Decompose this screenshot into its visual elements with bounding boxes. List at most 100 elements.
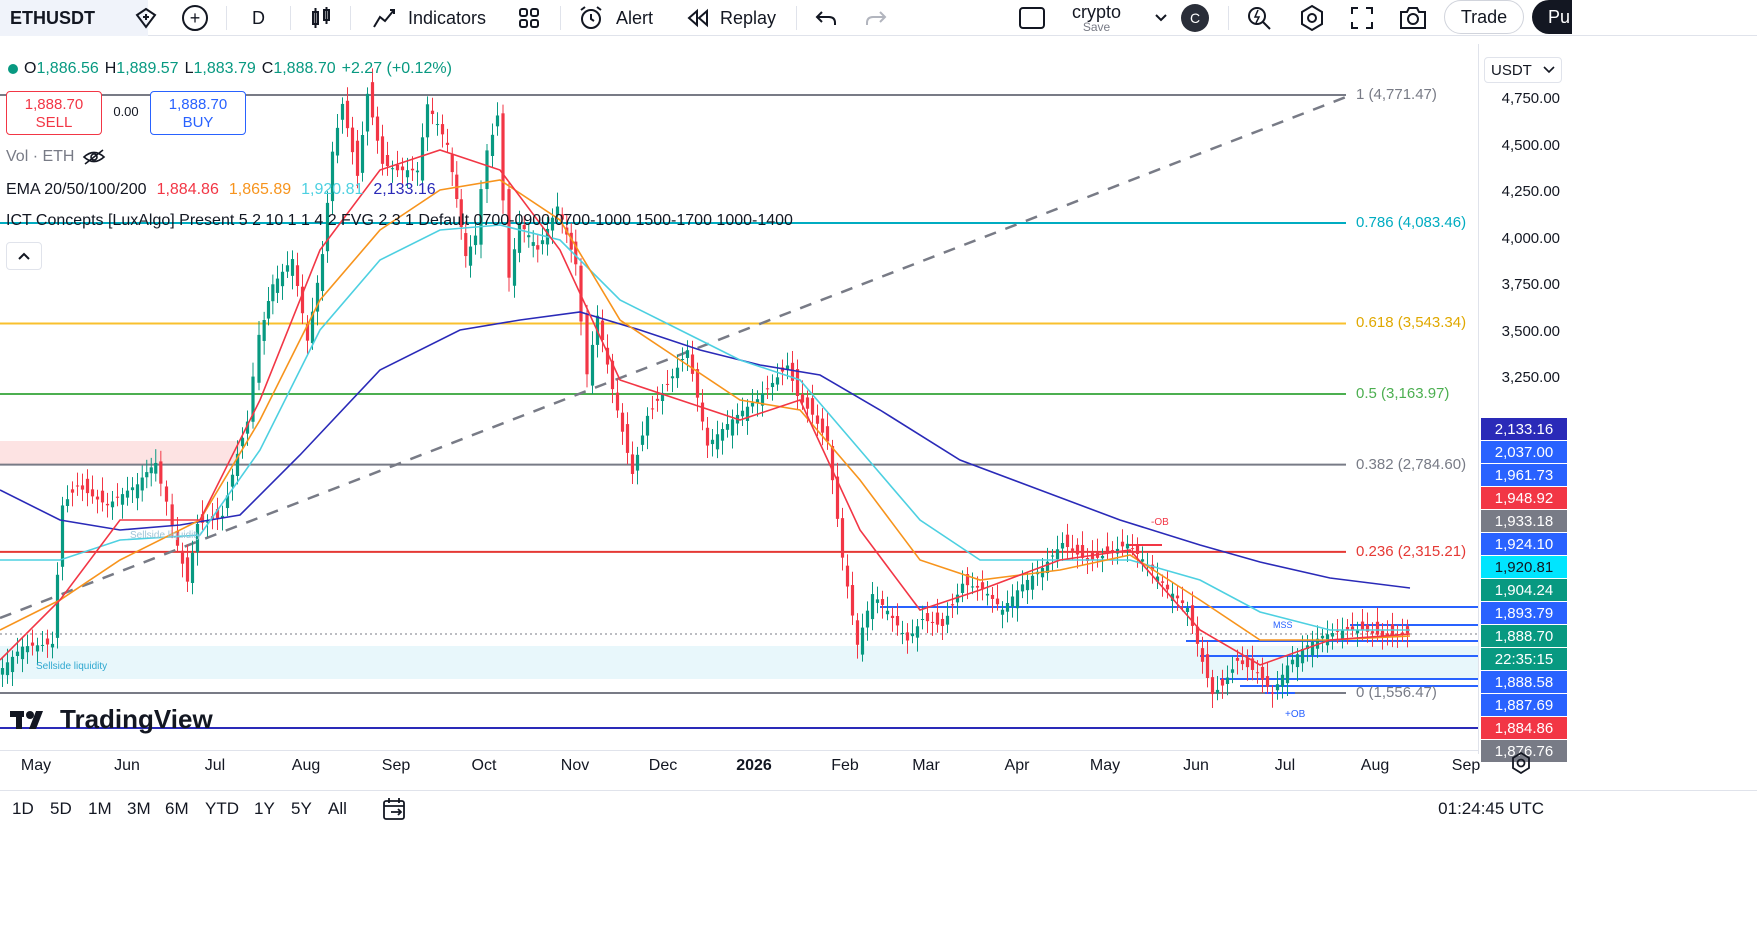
buy-label: BUY xyxy=(182,114,214,131)
redo-icon[interactable] xyxy=(864,0,888,36)
ict-legend[interactable]: ICT Concepts [LuxAlgo] Present 5 2 10 1 … xyxy=(6,212,793,230)
price-axis[interactable]: 3,250.00 3,500.00 3,750.00 4,000.00 4,250.00… xyxy=(1478,44,1568,762)
bearish-ob-label: -OB xyxy=(1151,517,1169,528)
candle-body xyxy=(1205,654,1210,679)
symbol-search-button[interactable]: ETHUSDT xyxy=(0,0,148,36)
range-button-1m[interactable]: 1M xyxy=(88,799,112,818)
candle-body xyxy=(400,166,405,171)
candle-body xyxy=(850,585,855,616)
candles[interactable] xyxy=(0,68,1410,708)
layout-name: crypto xyxy=(1072,1,1122,22)
price-tick-label: 4,500.00 xyxy=(1501,136,1560,154)
candle-body xyxy=(1355,630,1360,634)
candle-body xyxy=(365,93,370,132)
candle-body xyxy=(425,104,430,138)
candle-body xyxy=(1225,677,1230,685)
candle-body xyxy=(1020,584,1025,592)
fullscreen-icon[interactable] xyxy=(1350,0,1374,36)
range-button-5d[interactable]: 5D xyxy=(50,799,72,818)
sell-price: 1,888.70 xyxy=(24,96,84,113)
ema-legend[interactable]: EMA 20/50/100/200 1,884.86 1,865.89 1,92… xyxy=(6,181,436,199)
date-range-calendar-icon[interactable] xyxy=(382,797,408,826)
candle-body xyxy=(35,645,40,652)
bullish-ob-label: +OB xyxy=(1285,709,1306,720)
candle-body xyxy=(875,599,880,603)
candle-body xyxy=(154,462,158,474)
layout-select-icon[interactable] xyxy=(1018,0,1046,36)
range-button-3m[interactable]: 3M xyxy=(127,799,151,818)
candle-body xyxy=(375,116,380,141)
replay-label: Replay xyxy=(720,7,777,28)
range-button-ytd[interactable]: YTD xyxy=(205,799,239,818)
buy-button[interactable]: 1,888.70 BUY xyxy=(150,91,246,135)
price-tick-label: 4,000.00 xyxy=(1501,229,1560,247)
candle-style-icon[interactable] xyxy=(310,0,332,36)
compare-add-icon[interactable]: + xyxy=(182,0,208,36)
chart-settings-gear-icon[interactable] xyxy=(1510,751,1532,780)
candle-body xyxy=(180,550,185,564)
camera-icon[interactable] xyxy=(1398,0,1428,36)
candle-body xyxy=(625,424,630,453)
candle-body xyxy=(479,189,483,245)
candle-body xyxy=(1360,621,1365,630)
range-button-1d[interactable]: 1D xyxy=(12,799,34,818)
candle-body xyxy=(445,142,450,145)
range-button-1y[interactable]: 1Y xyxy=(254,799,275,818)
ema-50-line[interactable] xyxy=(0,179,1411,641)
trend-line[interactable] xyxy=(0,95,1347,620)
price-tag-badge: 1,961.73 xyxy=(1481,464,1567,486)
candle-body xyxy=(175,530,180,546)
avatar[interactable]: C xyxy=(1181,4,1209,32)
time-tick-label: Jul xyxy=(204,757,226,774)
fib-level-label: 0.786 (4,083.46) xyxy=(1356,213,1467,231)
chart-canvas[interactable] xyxy=(0,44,1478,750)
quick-search-icon[interactable] xyxy=(1246,0,1274,36)
range-button-5y[interactable]: 5Y xyxy=(291,799,312,818)
candle-body xyxy=(125,490,130,498)
candle-body xyxy=(925,613,930,622)
candle-body xyxy=(1135,545,1140,554)
candle-body xyxy=(90,489,95,497)
candle-body xyxy=(1240,660,1245,665)
ema-100-line[interactable] xyxy=(0,224,1410,631)
chevron-down-icon[interactable] xyxy=(1154,0,1168,36)
ema-20-line[interactable] xyxy=(0,149,1411,666)
candle-body xyxy=(835,476,840,519)
supply-zone xyxy=(0,441,240,464)
candle-body xyxy=(410,168,415,171)
trade-button[interactable]: Trade xyxy=(1444,0,1524,34)
currency-select[interactable]: USDT xyxy=(1484,57,1562,83)
price-tick-label: 3,250.00 xyxy=(1501,369,1560,386)
eye-hidden-icon[interactable] xyxy=(82,148,106,166)
candle-body xyxy=(1105,546,1110,554)
undo-icon[interactable] xyxy=(814,0,838,36)
candle-body xyxy=(305,324,310,341)
chevron-up-icon xyxy=(18,252,30,260)
replay-button[interactable]: Replay xyxy=(686,0,776,36)
chart-area[interactable] xyxy=(0,44,1757,784)
candle-body xyxy=(527,235,531,238)
utc-clock[interactable]: 01:24:45 UTC xyxy=(1438,799,1544,818)
settings-gear-icon[interactable] xyxy=(1298,0,1326,36)
buy-price: 1,888.70 xyxy=(168,96,228,113)
interval-button[interactable]: D xyxy=(252,0,265,36)
volume-legend[interactable]: Vol · ETH xyxy=(6,148,106,166)
alert-button[interactable]: Alert xyxy=(578,0,653,36)
range-button-all[interactable]: All xyxy=(328,799,347,818)
fib-level-label: 1 (4,771.47) xyxy=(1356,86,1437,103)
range-button-6m[interactable]: 6M xyxy=(165,799,189,818)
candle-body xyxy=(725,424,730,430)
watchlist-add-icon[interactable] xyxy=(134,0,158,36)
interval-label: D xyxy=(252,7,265,28)
layout-name-button[interactable]: crypto Save xyxy=(1072,0,1121,36)
candle-body xyxy=(795,369,800,396)
time-axis[interactable]: May Jun Jul Aug Sep Oct Nov Dec 2026 Feb Mar Apr May… xyxy=(0,750,1480,780)
candle-body xyxy=(740,410,745,417)
legend-collapse-button[interactable] xyxy=(6,242,42,270)
candle-body xyxy=(430,110,435,115)
indicators-button[interactable]: Indicators xyxy=(372,0,486,36)
publish-button[interactable]: Pu xyxy=(1532,0,1572,34)
sell-button[interactable]: 1,888.70 SELL xyxy=(6,91,102,135)
candle-body xyxy=(1075,544,1080,555)
templates-icon[interactable] xyxy=(518,0,540,36)
